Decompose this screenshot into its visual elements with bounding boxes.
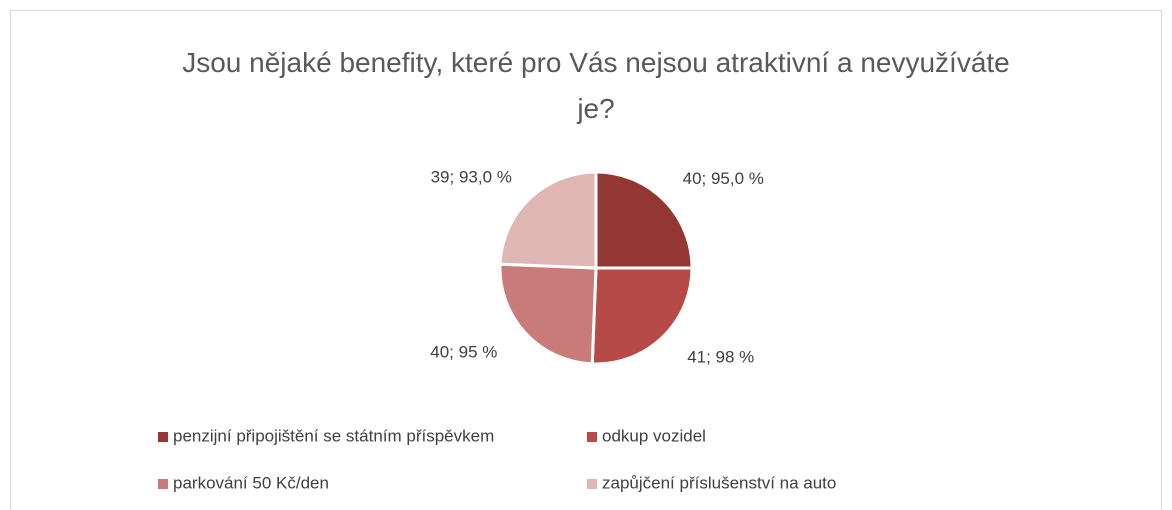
legend-label: penzijní připojištění se státním příspěv…: [173, 426, 494, 445]
chart-title: Jsou nějaké benefity, které pro Vás nejs…: [182, 47, 1010, 124]
legend-swatch: [587, 479, 597, 489]
legend-swatch: [587, 432, 597, 442]
pie-slice: [498, 170, 598, 270]
pie-slice: [590, 266, 694, 366]
data-label: 40; 95 %: [430, 342, 497, 361]
legend-label: odkup vozidel: [602, 426, 706, 445]
data-label: 41; 98 %: [687, 348, 754, 367]
legend-swatch: [158, 432, 168, 442]
data-label: 39; 93,0 %: [431, 167, 512, 186]
legend-label: parkování 50 Kč/den: [173, 473, 329, 492]
data-label: 40; 95,0 %: [683, 169, 764, 188]
pie-slice: [594, 170, 694, 270]
pie-slice: [498, 262, 598, 366]
legend-label: zapůjčení příslušenství na auto: [602, 473, 836, 492]
legend-swatch: [158, 479, 168, 489]
